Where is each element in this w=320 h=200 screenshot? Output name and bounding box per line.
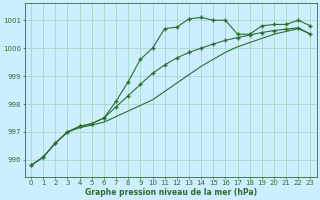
X-axis label: Graphe pression niveau de la mer (hPa): Graphe pression niveau de la mer (hPa) — [85, 188, 257, 197]
